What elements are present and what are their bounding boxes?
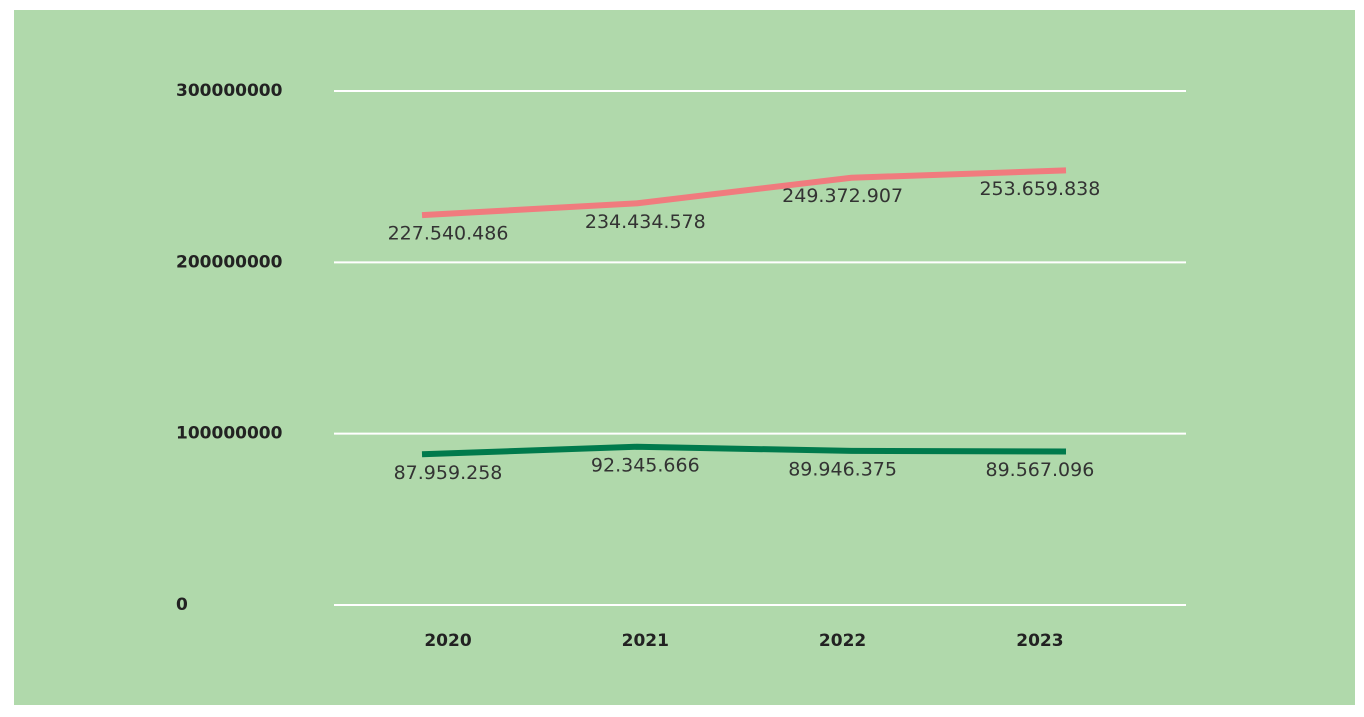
y-tick-label: 100000000 [176,424,283,444]
series-line [421,167,1067,219]
x-tick-label: 2022 [819,631,866,651]
chart-background [14,10,1355,705]
x-tick-label: 2021 [622,631,669,651]
y-tick-label: 300000000 [176,81,283,101]
series-line [421,443,1067,458]
y-tick-label: 200000000 [176,252,283,272]
data-label: 89.946.375 [788,458,897,480]
data-label: 89.567.096 [986,459,1095,481]
data-label: 234.434.578 [585,211,706,233]
data-label: 227.540.486 [388,223,509,245]
data-label: 92.345.666 [591,454,700,476]
data-label: 87.959.258 [394,462,503,484]
data-label: 249.372.907 [782,185,903,207]
x-tick-label: 2020 [424,631,471,651]
y-tick-label: 0 [176,595,188,615]
x-tick-label: 2023 [1016,631,1063,651]
data-label: 253.659.838 [979,178,1100,200]
